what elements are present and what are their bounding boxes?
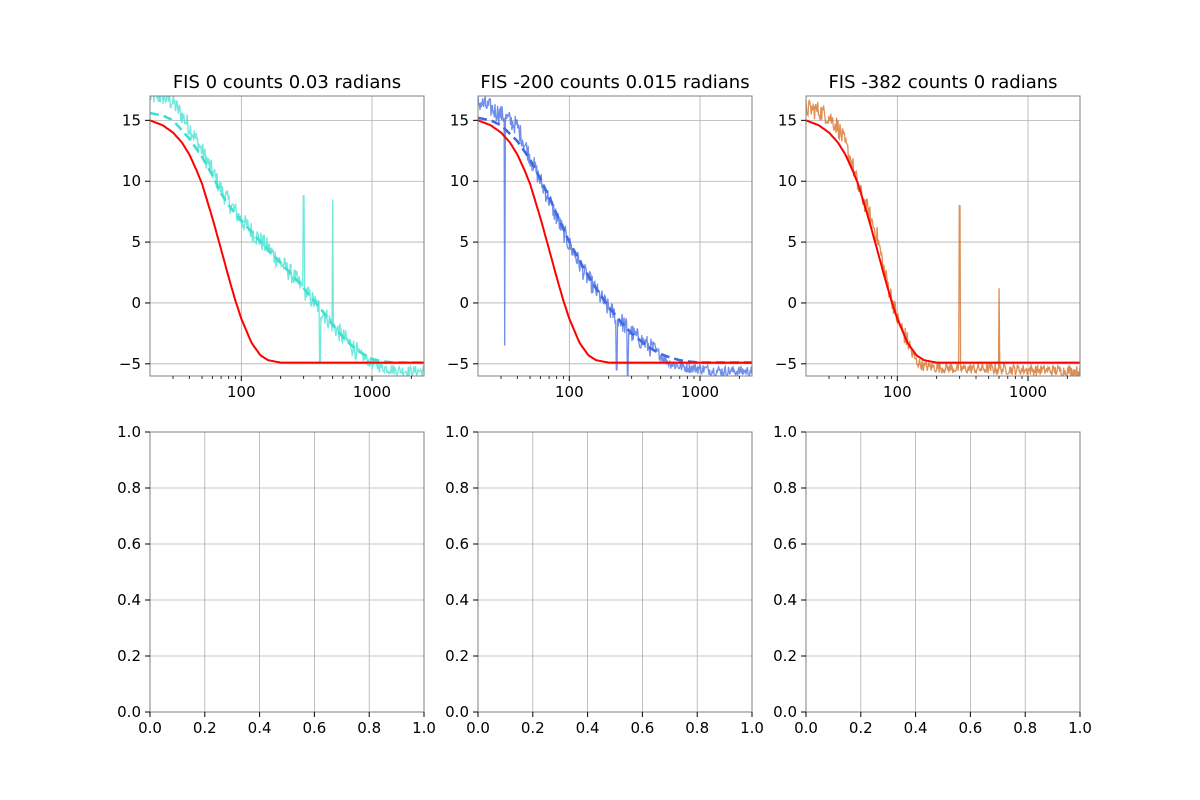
y-tick-label: 0.2 [445, 647, 469, 665]
subplot-1: FIS 0 counts 0.03 radians 100 1000 −5 0 5 10 1… [119, 72, 425, 401]
y-tick-label: −5 [447, 355, 469, 373]
y-tick-label: 0 [787, 294, 797, 312]
x-tick-label: 100 [555, 383, 584, 401]
x-tick-label: 1000 [1009, 383, 1047, 401]
y-tick-label: 0.8 [773, 479, 797, 497]
series-1-data-line [806, 99, 1080, 376]
y-tick-label: 10 [778, 172, 797, 190]
y-tick-label: 0.2 [117, 647, 141, 665]
y-tick-label: 0.6 [117, 535, 141, 553]
axes-frame [805, 95, 1081, 377]
y-tick-label: 1.0 [773, 423, 797, 441]
x-tick-label: 1.0 [412, 719, 436, 737]
subplot-5: 0.0 0.2 0.4 0.6 0.8 1.0 0.0 0.2 0.4 0.6 0.8 1.0 [445, 423, 764, 737]
y-tick-label: 0.0 [773, 703, 797, 721]
y-tick-label: 10 [450, 172, 469, 190]
y-tick-label: 5 [787, 233, 797, 251]
y-tick-label: 15 [122, 111, 141, 129]
x-tick-label: 100 [883, 383, 912, 401]
series-2-model-line [806, 119, 1080, 364]
y-tick-label: 0.4 [773, 591, 797, 609]
x-tick-label: 0.0 [466, 719, 490, 737]
axes-frame [477, 95, 753, 377]
y-tick-label: 0.6 [773, 535, 797, 553]
x-tick-label: 0.4 [904, 719, 928, 737]
y-tick-label: 0.0 [117, 703, 141, 721]
x-tick-label: 1000 [681, 383, 719, 401]
y-tick-label: 0 [131, 294, 141, 312]
plot-area [478, 96, 752, 376]
x-tick-label: 0.2 [193, 719, 217, 737]
series-3-model-line [150, 119, 424, 364]
axes-background [478, 432, 752, 712]
subplot-3: FIS -382 counts 0 radians 100 1000 −5 0 5 10 1… [775, 72, 1081, 401]
x-tick-label: 0.0 [794, 719, 818, 737]
subplot-1-title: FIS 0 counts 0.03 radians [173, 72, 401, 93]
y-tick-label: 0.8 [445, 479, 469, 497]
x-tick-label: 1.0 [1068, 719, 1092, 737]
plot-area [806, 99, 1080, 376]
axes-background [806, 432, 1080, 712]
x-tick-label: 0.6 [302, 719, 326, 737]
x-tick-label: 0.6 [630, 719, 654, 737]
subplot-2: FIS -200 counts 0.015 radians 100 1000 −5 0… [447, 72, 753, 401]
x-tick-label: 0.2 [849, 719, 873, 737]
y-tick-label: 15 [450, 111, 469, 129]
axes-frame [477, 431, 753, 713]
axes-frame [149, 431, 425, 713]
y-tick-label: 0.2 [773, 647, 797, 665]
x-tick-label: 0.0 [138, 719, 162, 737]
x-tick-label: 0.4 [576, 719, 600, 737]
y-tick-label: 1.0 [445, 423, 469, 441]
y-tick-label: 1.0 [117, 423, 141, 441]
x-tick-label: 0.8 [685, 719, 709, 737]
subplot-4: 0.0 0.2 0.4 0.6 0.8 1.0 0.0 0.2 0.4 0.6 0.8 1.0 [117, 423, 436, 737]
x-tick-label: 0.8 [357, 719, 381, 737]
subplot-2-title: FIS -200 counts 0.015 radians [480, 72, 749, 93]
axes-frame [149, 95, 425, 377]
y-tick-label: 0.6 [445, 535, 469, 553]
y-tick-label: 0.8 [117, 479, 141, 497]
axes-frame [805, 431, 1081, 713]
x-tick-label: 1.0 [740, 719, 764, 737]
y-tick-label: 5 [131, 233, 141, 251]
series-3-model-line [478, 119, 752, 364]
axes-background [150, 432, 424, 712]
x-tick-label: 0.8 [1013, 719, 1037, 737]
axes-background [806, 96, 1080, 376]
x-tick-label: 0.6 [958, 719, 982, 737]
axes-background [150, 96, 424, 376]
subplot-3-title: FIS -382 counts 0 radians [828, 72, 1057, 93]
y-tick-label: −5 [775, 355, 797, 373]
subplot-6: 0.0 0.2 0.4 0.6 0.8 1.0 0.0 0.2 0.4 0.6 0.8 1.0 [773, 423, 1092, 737]
y-tick-label: 0.0 [445, 703, 469, 721]
plot-area [150, 96, 424, 376]
y-tick-label: −5 [119, 355, 141, 373]
y-tick-label: 10 [122, 172, 141, 190]
x-tick-label: 1000 [353, 383, 391, 401]
y-tick-label: 0.4 [445, 591, 469, 609]
y-tick-label: 0.4 [117, 591, 141, 609]
x-tick-label: 100 [227, 383, 256, 401]
y-tick-label: 0 [459, 294, 469, 312]
y-tick-label: 5 [459, 233, 469, 251]
y-tick-label: 15 [778, 111, 797, 129]
x-tick-label: 0.2 [521, 719, 545, 737]
series-2-fit-line [150, 111, 424, 364]
x-tick-label: 0.4 [248, 719, 272, 737]
